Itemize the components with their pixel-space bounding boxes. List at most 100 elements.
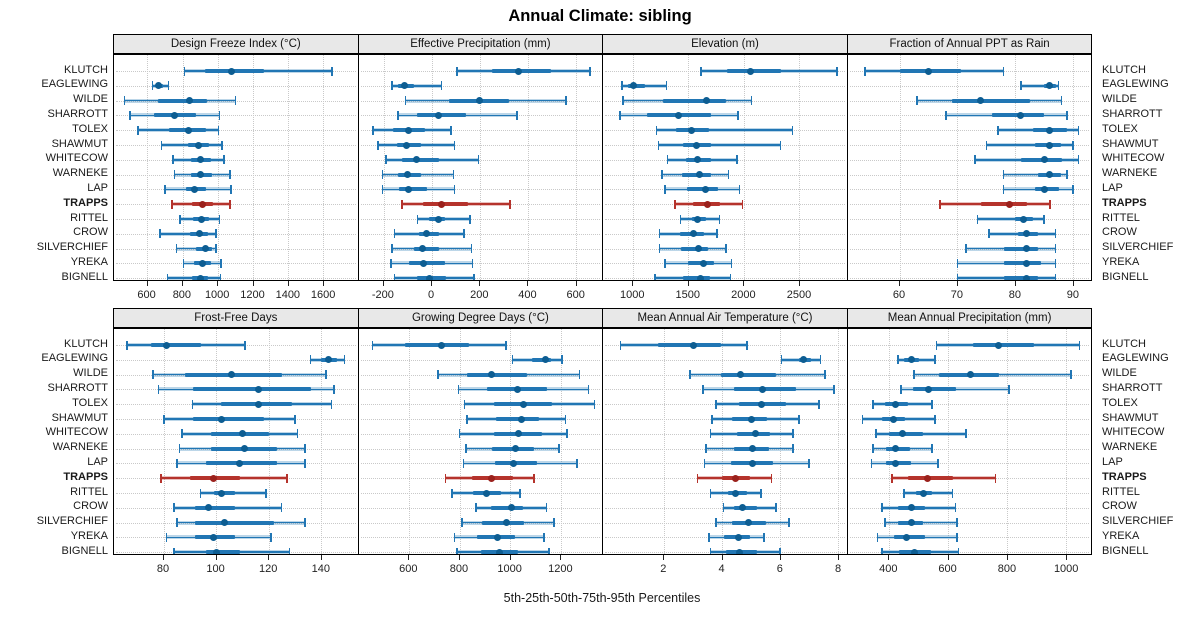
chart-title: Annual Climate: sibling [508, 7, 692, 25]
iqr-bar-25-75 [399, 187, 428, 192]
whisker-cap [288, 547, 291, 554]
whisker-cap [217, 125, 220, 135]
percentile-row-trapps [114, 471, 358, 486]
whisker-cap [167, 81, 170, 91]
percentile-row-tolex [359, 123, 603, 138]
whisker-cap [730, 258, 733, 268]
axis-tick-mark [458, 555, 460, 560]
median-dot [907, 356, 915, 364]
percentile-row-klutch [848, 64, 1092, 79]
percentile-row-klutch [114, 338, 358, 353]
whisker-cap [1072, 184, 1074, 194]
whisker-cap [832, 384, 835, 394]
panel-header-effective-precipitation: Effective Precipitation (mm) [357, 34, 604, 54]
axis-tick-label: 400 [879, 563, 898, 575]
vertical-gridline [288, 55, 290, 280]
median-dot [799, 356, 807, 364]
median-dot [751, 430, 759, 438]
median-dot [325, 356, 333, 364]
whisker-cap [461, 518, 463, 528]
percentile-row-rittel [359, 212, 603, 227]
whisker-cap [304, 458, 306, 468]
percentile-row-warneke [603, 441, 847, 456]
percentile-row-yreka [603, 530, 847, 545]
median-dot [966, 371, 974, 379]
whisker-cap [872, 399, 874, 409]
median-dot [907, 504, 915, 512]
whisker-cap [985, 140, 988, 150]
vertical-gridline [216, 329, 218, 554]
median-dot [696, 171, 704, 179]
whisker-cap [872, 444, 874, 454]
axis-tick-mark [947, 555, 949, 560]
percentile-row-yreka [603, 256, 847, 271]
percentile-row-klutch [603, 338, 847, 353]
station-label-right: WARNEKE [1102, 167, 1158, 180]
whisker-cap [162, 414, 165, 424]
vertical-gridline [575, 55, 577, 280]
median-dot [190, 185, 198, 193]
horizontal-gridline [116, 263, 356, 265]
horizontal-gridline [360, 263, 601, 265]
whisker-cap [191, 399, 194, 409]
iqr-bar-25-75 [195, 520, 275, 525]
whisker-cap [787, 518, 790, 528]
whisker-cap [897, 355, 899, 365]
whisker-cap [578, 370, 581, 380]
whisker-cap [393, 273, 396, 280]
whisker-cap [451, 488, 453, 498]
station-label-left: SILVERCHIEF [36, 515, 108, 528]
percentile-row-eaglewing [359, 78, 603, 93]
whisker-cap [956, 518, 958, 528]
horizontal-gridline [116, 204, 356, 206]
whisker-cap [709, 547, 712, 554]
axis-tick-label: 1000 [1053, 563, 1079, 575]
axis-tick-label: 1600 [310, 289, 336, 301]
vertical-gridline [1007, 329, 1009, 554]
median-dot [1023, 259, 1031, 267]
whisker-cap [1057, 81, 1060, 91]
whisker-cap [589, 66, 591, 76]
whisker-cap [1002, 170, 1005, 180]
whisker-cap [1066, 170, 1068, 180]
station-label-right: SHARROTT [1102, 381, 1163, 394]
whisker-cap [566, 429, 568, 439]
whisker-cap [934, 355, 936, 365]
whisker-cap [702, 384, 705, 394]
whisker-cap [158, 229, 161, 239]
whisker-cap [808, 458, 810, 468]
whisker-cap [331, 66, 333, 76]
whisker-cap [658, 229, 661, 239]
whisker-cap [951, 488, 954, 498]
iqr-bar-25-75 [951, 98, 1030, 103]
percentile-row-whitecow [359, 152, 603, 167]
whisker-cap [385, 155, 387, 165]
whisker-cap [715, 399, 718, 409]
percentile-row-bignell [359, 545, 603, 554]
percentile-row-crow [114, 226, 358, 241]
station-label-right: RITTEL [1102, 485, 1140, 498]
median-dot [907, 519, 915, 527]
percentile-row-wilde [359, 367, 603, 382]
horizontal-gridline [849, 507, 1090, 509]
percentile-row-tolex [603, 123, 847, 138]
whisker-cap [511, 355, 514, 365]
axis-tick-label: 600 [399, 563, 418, 575]
axis-tick-mark [663, 555, 665, 560]
whisker-cap [458, 429, 461, 439]
whisker-cap [391, 81, 393, 91]
percentiles-caption: 5th-25th-50th-75th-95th Percentiles [503, 591, 701, 605]
whisker-cap [265, 488, 267, 498]
whisker-cap [463, 229, 465, 239]
percentile-row-tolex [114, 397, 358, 412]
whisker-cap [160, 473, 162, 483]
axis-tick-mark [431, 281, 433, 286]
iqr-bar-25-75 [467, 372, 527, 377]
median-dot [228, 371, 236, 379]
station-label-left: WILDE [73, 93, 108, 106]
median-dot [425, 274, 433, 280]
percentile-row-lap [359, 456, 603, 471]
axis-tick-mark [798, 281, 800, 286]
iqr-bar-25-75 [192, 387, 311, 392]
axis-tick-mark [527, 281, 529, 286]
